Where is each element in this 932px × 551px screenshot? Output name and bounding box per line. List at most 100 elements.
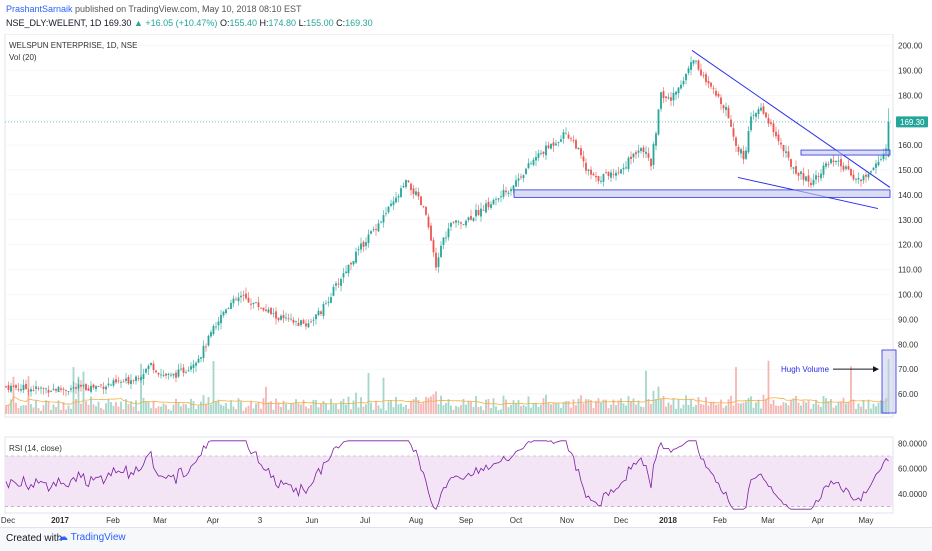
volume-bar	[822, 396, 825, 414]
low-value: 155.00	[306, 18, 334, 28]
volume-bar	[255, 403, 257, 414]
volume-bar	[680, 408, 682, 414]
price-axis[interactable]: 200.00190.00180.00170.00160.00150.00140.…	[898, 41, 923, 399]
volume-bar	[107, 398, 110, 414]
candle-body	[677, 87, 680, 94]
close-value: 169.30	[345, 18, 373, 28]
volume-bar	[845, 403, 847, 414]
candle-body	[72, 387, 75, 389]
volume-bar	[450, 405, 452, 414]
volume-bar	[532, 403, 535, 414]
volume-bar	[417, 399, 420, 414]
candle-body	[670, 97, 672, 101]
candle-body	[527, 163, 530, 168]
candle-body	[875, 163, 877, 168]
volume-bar	[772, 399, 775, 414]
volume-bar	[675, 408, 677, 414]
volume-bar	[422, 401, 425, 414]
candle-body	[520, 176, 522, 178]
volume-bar	[590, 400, 592, 414]
volume-bar	[775, 405, 777, 414]
volume-bar	[732, 405, 735, 414]
candle-body	[817, 176, 820, 177]
volume-bar	[830, 399, 832, 414]
volume-bar	[302, 399, 305, 414]
volume-bar	[755, 402, 757, 414]
volume-bar	[92, 404, 95, 414]
volume-bar	[197, 405, 200, 414]
volume-bar	[725, 405, 727, 414]
volume-bar	[810, 408, 812, 414]
volume-bar	[867, 399, 870, 414]
candle-body	[217, 321, 220, 326]
candle-body	[372, 229, 375, 231]
volume-bar	[357, 407, 360, 414]
volume-bar	[595, 400, 597, 414]
volume-bar	[190, 398, 192, 414]
volume-bar	[750, 396, 752, 414]
candle-body	[642, 147, 645, 152]
candle-body	[485, 203, 487, 213]
price-pane[interactable]	[4, 34, 894, 418]
candle-body	[545, 145, 547, 156]
candle-body	[765, 112, 767, 118]
time-axis[interactable]: Dec 2017 Feb Mar Apr 3 Jun Jul Aug Sep Oct Nov Dec 20…	[1, 516, 874, 525]
candle-body	[95, 386, 97, 390]
candle-body	[255, 302, 257, 303]
candle-body	[675, 91, 677, 95]
footer: Created with ☁ TradingView	[0, 527, 932, 551]
volume-bar	[740, 403, 742, 414]
symbol-name: NSE_DLY:WELENT, 1D	[6, 18, 102, 28]
x-tick-label: Feb	[106, 516, 120, 525]
volume-bar	[477, 407, 480, 414]
volume-bar	[622, 403, 625, 414]
volume-bar	[275, 398, 277, 414]
created-with-text: Created with	[6, 533, 63, 544]
volume-bar	[125, 399, 127, 414]
volume-bar	[47, 401, 50, 414]
candle-body	[362, 241, 365, 247]
candle-body	[57, 386, 60, 393]
candle-body	[815, 175, 817, 180]
candle-body	[802, 173, 805, 180]
candle-body	[142, 374, 145, 380]
candle-body	[850, 168, 852, 176]
candle-body	[112, 380, 115, 386]
volume-bar	[592, 408, 595, 414]
candle-body	[440, 245, 442, 257]
candle-body	[197, 358, 200, 363]
volume-bar	[480, 406, 482, 414]
volume-bar	[785, 403, 787, 414]
candle-body	[85, 384, 87, 391]
candle-body	[207, 335, 210, 346]
volume-bar	[607, 408, 610, 414]
candle-body	[340, 279, 342, 286]
support-zone	[513, 189, 891, 198]
candle-body	[187, 370, 190, 372]
candle-body	[727, 107, 730, 119]
volume-bar	[425, 396, 427, 414]
chart-canvas[interactable]: Hugh Volume 200.00190.00180.00170.00160.…	[0, 34, 932, 527]
candle-body	[285, 317, 287, 319]
candle-body	[30, 389, 32, 392]
x-tick-label: Jun	[306, 516, 319, 525]
candle-body	[772, 123, 775, 133]
candle-body	[517, 178, 520, 181]
volume-bar	[842, 397, 845, 414]
author-link[interactable]: PrashantSarnaik	[6, 4, 73, 14]
candle-body	[240, 295, 242, 298]
tradingview-logo-icon[interactable]: ☁ TradingView	[58, 532, 126, 543]
y-tick-label: 200.00	[898, 41, 923, 50]
volume-bar	[177, 403, 180, 414]
candle-body	[762, 106, 765, 114]
candle-body	[115, 379, 117, 383]
candle-body	[417, 192, 420, 197]
rsi-axis[interactable]: 80.0000 60.0000 40.0000	[898, 439, 927, 499]
candle-body	[347, 264, 350, 274]
volume-bar	[540, 404, 542, 414]
volume-bar	[807, 400, 810, 414]
volume-bar	[560, 407, 562, 414]
volume-bar	[630, 401, 632, 414]
candle-body	[707, 80, 710, 84]
volume-bar	[770, 403, 772, 414]
